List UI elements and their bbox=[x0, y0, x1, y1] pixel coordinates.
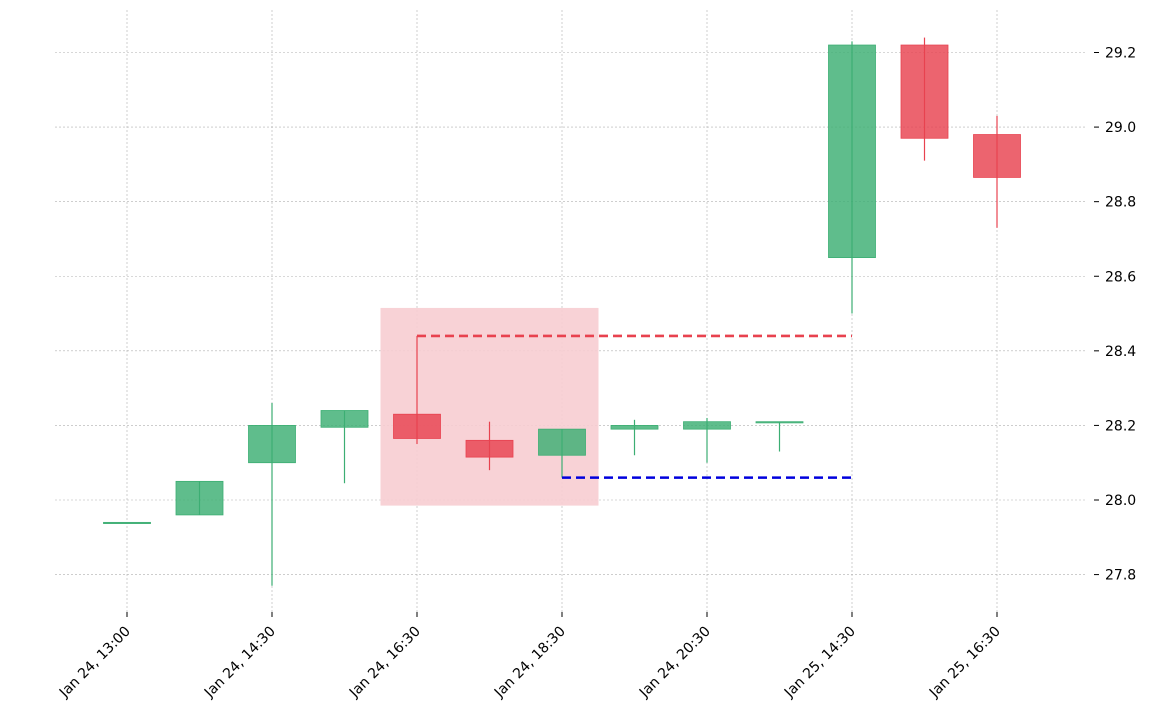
x-tick-label: Jan 24, 13:00 bbox=[56, 624, 134, 702]
candle-body bbox=[538, 428, 586, 456]
candle-body bbox=[610, 425, 659, 430]
candle-body bbox=[973, 134, 1021, 178]
y-tick-label: 29.2 bbox=[1105, 46, 1136, 62]
x-tick-label: Jan 24, 18:30 bbox=[491, 624, 569, 702]
highlight-rect bbox=[380, 307, 599, 506]
x-tick-label: Jan 24, 14:30 bbox=[201, 624, 279, 702]
y-tick-label: 28.0 bbox=[1105, 493, 1136, 509]
candle-body bbox=[393, 413, 441, 439]
y-axis: 27.8 28.0 28.2 28.4 28.6 28.8 29.0 29.2 bbox=[1094, 46, 1136, 584]
x-tick-label: Jan 24, 20:30 bbox=[636, 624, 714, 702]
candle-body bbox=[755, 421, 804, 424]
highlight-zone bbox=[380, 307, 599, 506]
x-tick-label: Jan 24, 16:30 bbox=[346, 624, 424, 702]
candle-body bbox=[175, 480, 224, 516]
candles bbox=[103, 37, 1021, 586]
x-tick-label: Jan 25, 14:30 bbox=[781, 624, 859, 702]
x-axis: Jan 24, 13:00 Jan 24, 14:30 Jan 24, 16:30 J… bbox=[56, 612, 1004, 701]
x-tick-label: Jan 25, 16:30 bbox=[926, 624, 1004, 702]
candle-body bbox=[828, 44, 876, 259]
y-tick-label: 28.4 bbox=[1105, 344, 1136, 360]
level-lines bbox=[417, 334, 852, 479]
y-tick-label: 28.6 bbox=[1105, 269, 1136, 285]
candle-body bbox=[465, 439, 514, 458]
y-tick-label: 28.2 bbox=[1105, 418, 1136, 434]
y-tick-label: 29.0 bbox=[1105, 120, 1136, 136]
candle-body bbox=[900, 44, 949, 139]
candle-body bbox=[248, 425, 296, 464]
y-tick-label: 28.8 bbox=[1105, 195, 1136, 211]
candle-body bbox=[683, 421, 731, 430]
candle-body bbox=[103, 521, 151, 524]
y-tick-label: 27.8 bbox=[1105, 568, 1136, 584]
candle-body bbox=[320, 410, 369, 428]
